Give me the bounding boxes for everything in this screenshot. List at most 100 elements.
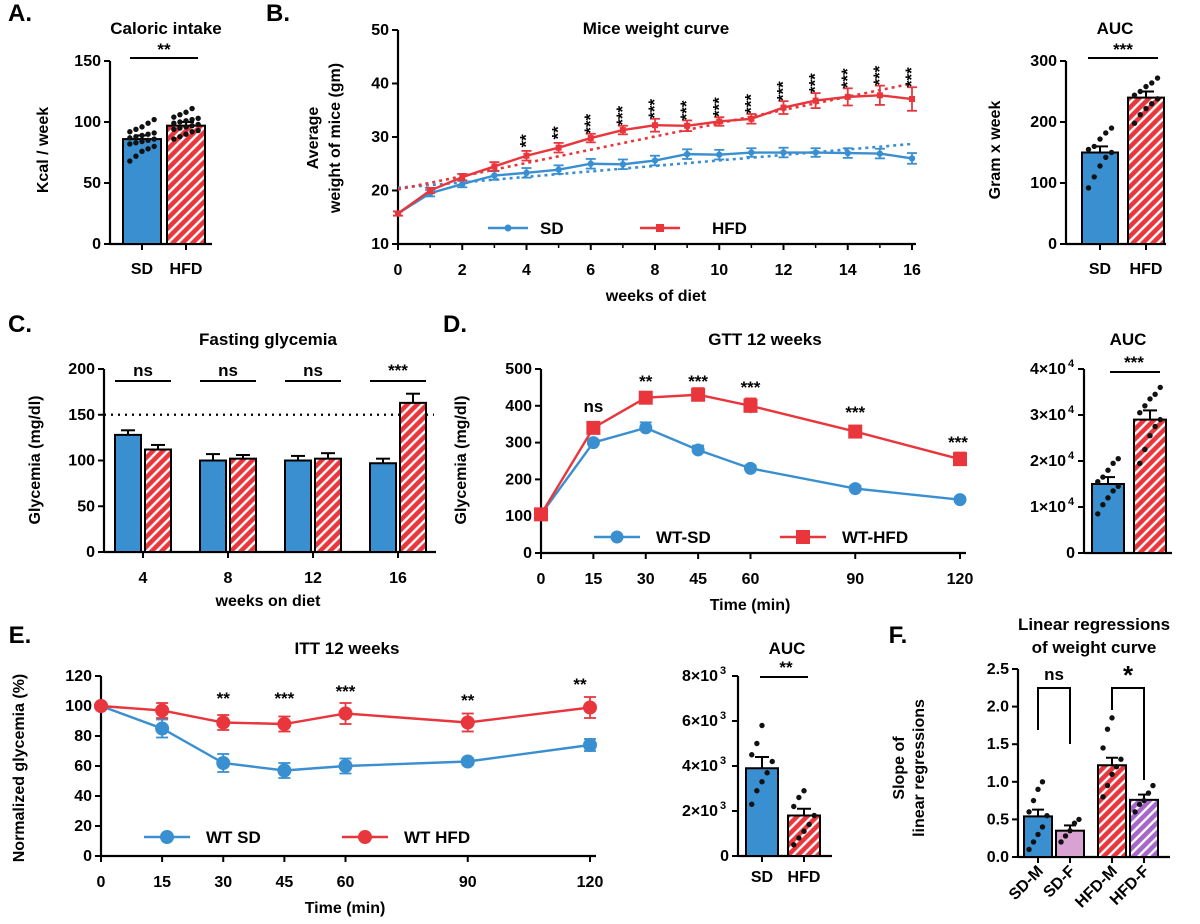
panel-f-data-point	[1044, 812, 1050, 819]
panel-d2-y-tick-exponent: 4	[1068, 496, 1075, 508]
panel-a-data-point	[183, 118, 189, 124]
panel-b-title: Mice weight curve	[583, 19, 729, 38]
panel-b-data-point	[748, 115, 755, 122]
panel-a-data-point	[171, 120, 177, 126]
panel-a-y-tick-label: 150	[74, 53, 101, 70]
panel-e2-data-point	[796, 835, 802, 841]
panel-f-data-point	[1109, 715, 1115, 721]
panel-b-x-tick-label: 10	[710, 262, 728, 279]
panel-e-x-tick-label: 30	[214, 874, 232, 891]
panel-f-significance: ns	[1044, 665, 1064, 684]
panel-c-y-tick-label: 200	[68, 361, 95, 378]
panel-d-data-point	[638, 390, 653, 405]
panel-b2-data-point	[1154, 75, 1161, 81]
panel-e2-data-point	[791, 842, 797, 848]
panel-e2-data-point	[754, 740, 760, 747]
panel-b-data-point	[619, 161, 627, 168]
panel-a-data-point	[189, 122, 195, 129]
panel-d-data-point	[691, 387, 706, 402]
panel-d2-data-point	[1152, 391, 1158, 397]
panel-d2-data-point	[1100, 474, 1106, 480]
panel-b-data-point	[395, 210, 401, 217]
panel-b-significance: ***	[645, 99, 664, 119]
panel-b2-data-point	[1143, 83, 1149, 90]
panel-c-bar	[144, 448, 172, 553]
panel-a-data-point	[189, 129, 195, 135]
panel-f-x-tick-label: SD-M	[1006, 863, 1047, 904]
panel-a-data-point	[171, 126, 177, 133]
panel-d-significance: ***	[948, 433, 968, 452]
panel-b-legend-marker-hfd	[656, 224, 664, 232]
panel-a-data-point	[139, 124, 145, 130]
panel-e-data-point	[460, 754, 475, 769]
panel-f-data-point	[1141, 797, 1147, 804]
panel-e2-y-tick-label: 4×10	[682, 758, 718, 775]
panel-d-significance: ***	[741, 378, 761, 397]
panel-d-y-label: Glycemia (mg/dl)	[453, 396, 470, 525]
panel-b-data-point	[652, 122, 658, 129]
panel-f-data-point	[1030, 797, 1037, 804]
panel-b-data-point	[651, 157, 659, 164]
panel-c-y-tick-label: 150	[68, 407, 95, 424]
panel-b-data-point	[459, 180, 466, 188]
panel-d-data-point	[586, 436, 600, 450]
panel-e2-data-point	[759, 779, 765, 785]
panel-b-data-point	[523, 152, 530, 159]
panel-d2-data-point	[1115, 483, 1121, 489]
panel-e-legend-marker-hfd	[358, 830, 372, 844]
panel-a-bar	[122, 138, 162, 245]
panel-a-title: Caloric intake	[110, 19, 222, 38]
panel-a-data-point	[133, 133, 139, 140]
panel-a-data-point	[133, 126, 139, 133]
panel-e-y-label: Normalized glycemia (%)	[11, 674, 28, 863]
panel-f-data-point	[1118, 756, 1124, 762]
panel-d2-y-tick-label: 1×10	[1030, 499, 1066, 516]
panel-b2-title: AUC	[1097, 19, 1134, 38]
panel-f-data-point	[1030, 839, 1037, 845]
panel-b-x-tick-label: 4	[522, 262, 531, 279]
panel-d2-y-tick-exponent: 4	[1068, 358, 1075, 370]
panel-b-significance: ***	[902, 67, 921, 87]
panel-e-y-tick-label: 120	[65, 668, 92, 685]
panel-d-significance: ns	[583, 397, 603, 416]
panel-c-bar	[114, 433, 142, 554]
panel-a-data-point	[139, 138, 145, 145]
panel-f-data-point	[1100, 794, 1106, 800]
panel-e2-data-point	[796, 794, 802, 801]
panel-b-data-point	[908, 155, 916, 162]
panel-a-data-point	[133, 140, 139, 146]
panel-b-data-point	[587, 135, 594, 142]
panel-b2-data-point	[1149, 80, 1155, 86]
panel-d-data-point	[743, 398, 758, 413]
panel-c-y-tick-label: 50	[77, 498, 95, 515]
panel-e-significance: **	[217, 689, 231, 708]
panel-a-data-point	[189, 116, 195, 123]
panel-b-data-point	[683, 150, 691, 158]
panel-b-data-point	[780, 149, 787, 156]
panel-d-significance: **	[639, 372, 653, 391]
panel-f-y-tick-label: 2.0	[987, 699, 1009, 716]
panel-d2-bar	[1133, 418, 1167, 554]
panel-d-legend-marker-sd	[610, 530, 624, 544]
panel-b-x-tick-label: 6	[586, 262, 595, 279]
panel-d2-significance: ***	[1124, 353, 1144, 372]
panel-f-subtitle: of weight curve	[1032, 638, 1157, 657]
panel-e2-title: AUC	[769, 639, 806, 658]
panel-d-data-point	[691, 443, 705, 457]
panel-b-data-point	[491, 172, 498, 179]
panel-f-data-point	[1039, 824, 1046, 830]
panel-a-data-point	[171, 136, 177, 142]
panel-f-data-point	[1026, 846, 1032, 853]
panel-b-legend-hfd: HFD	[712, 219, 747, 238]
panel-a-data-point	[139, 132, 145, 139]
panel-f-data-point	[1026, 809, 1032, 815]
panel-a-data-point	[195, 121, 201, 128]
panel-b-legend-sd: SD	[540, 219, 564, 238]
panel-b-y-label: Average	[305, 107, 322, 170]
panel-b2-y-label: Gram x week	[987, 101, 1004, 200]
panel-b2-data-point	[1108, 125, 1115, 131]
panel-b-data-point	[523, 169, 530, 177]
panel-c-bar	[399, 401, 427, 554]
panel-b-y-tick-label: 10	[371, 236, 389, 253]
panel-a-data-point	[151, 116, 157, 123]
